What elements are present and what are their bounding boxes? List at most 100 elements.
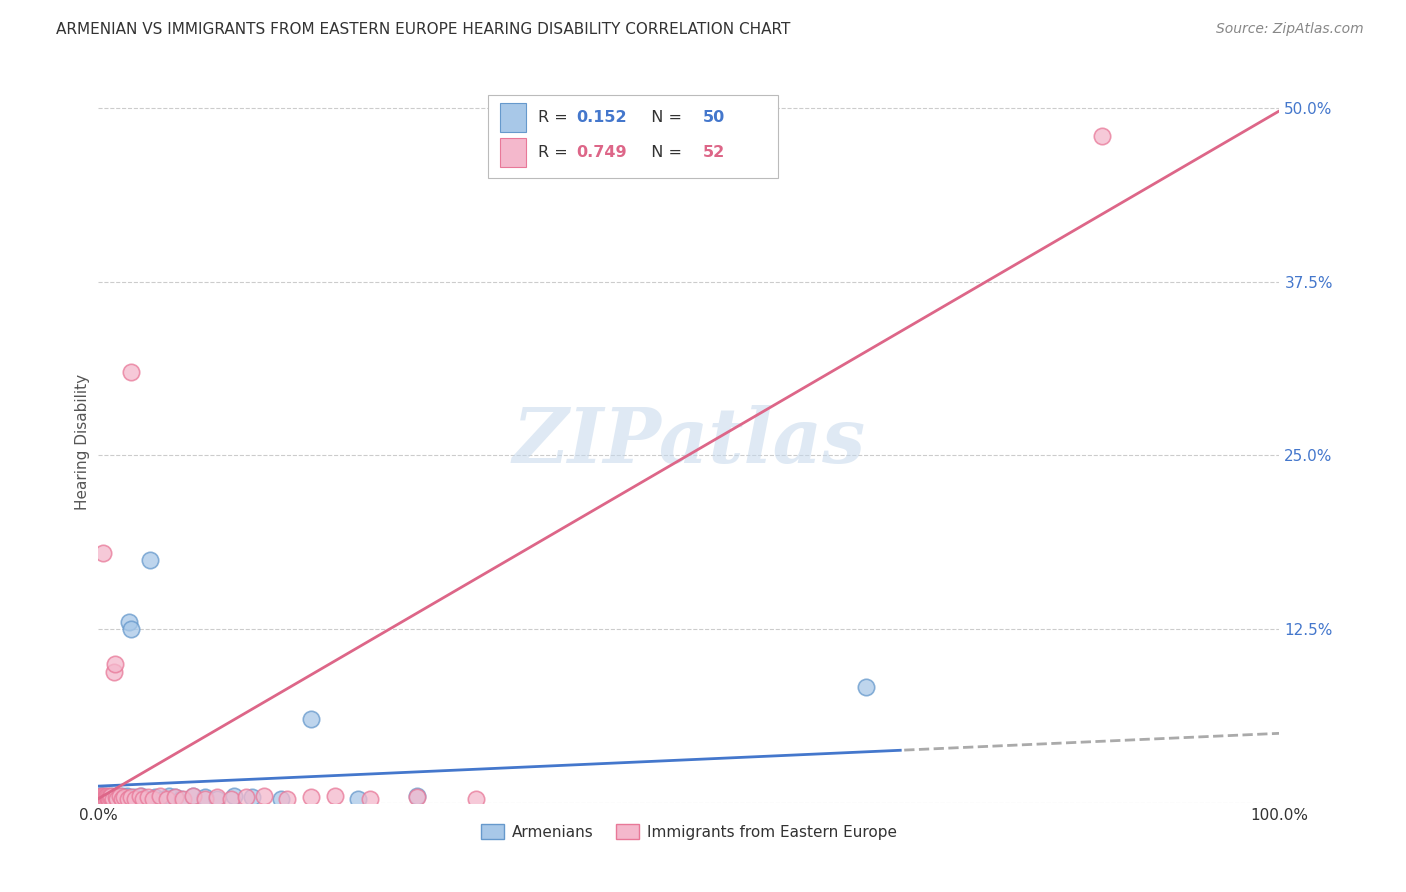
Point xyxy=(94,791,117,805)
Point xyxy=(149,789,172,803)
Legend: Armenians, Immigrants from Eastern Europe: Armenians, Immigrants from Eastern Europ… xyxy=(475,818,903,846)
Text: R =: R = xyxy=(537,111,572,126)
Point xyxy=(104,791,127,805)
Point xyxy=(105,790,128,805)
Text: 0.749: 0.749 xyxy=(576,145,627,160)
Point xyxy=(98,790,121,805)
Text: 50: 50 xyxy=(703,111,725,126)
Point xyxy=(121,790,143,805)
Point xyxy=(181,789,204,803)
Point xyxy=(170,791,193,805)
Point xyxy=(94,790,117,805)
Point xyxy=(91,791,114,805)
Text: ZIPatlas: ZIPatlas xyxy=(512,405,866,478)
Point xyxy=(100,789,122,803)
Point xyxy=(90,789,112,803)
Point xyxy=(97,790,120,805)
Point xyxy=(127,791,149,805)
Point xyxy=(165,790,187,805)
Point xyxy=(93,790,115,805)
Point xyxy=(359,791,381,805)
Text: R =: R = xyxy=(537,145,572,160)
Point xyxy=(89,790,111,805)
FancyBboxPatch shape xyxy=(501,103,526,132)
Point xyxy=(205,790,228,805)
Point xyxy=(143,790,166,805)
Point xyxy=(91,790,114,805)
Text: Source: ZipAtlas.com: Source: ZipAtlas.com xyxy=(1216,22,1364,37)
Point xyxy=(108,791,131,805)
Point xyxy=(181,789,204,803)
Text: ARMENIAN VS IMMIGRANTS FROM EASTERN EUROPE HEARING DISABILITY CORRELATION CHART: ARMENIAN VS IMMIGRANTS FROM EASTERN EURO… xyxy=(56,22,790,37)
Point xyxy=(105,790,128,805)
Point xyxy=(91,789,114,803)
Point xyxy=(97,790,120,805)
FancyBboxPatch shape xyxy=(501,138,526,167)
Point xyxy=(132,791,155,805)
Point xyxy=(253,789,276,803)
Point xyxy=(323,789,346,803)
Point xyxy=(98,791,121,805)
Point xyxy=(94,790,117,805)
Point xyxy=(96,789,118,803)
Point xyxy=(152,791,174,805)
Point xyxy=(112,790,135,805)
Point xyxy=(172,791,194,805)
Point xyxy=(347,791,370,805)
Text: 0.152: 0.152 xyxy=(576,111,627,126)
Point xyxy=(142,791,165,805)
Point xyxy=(91,791,114,805)
Point xyxy=(135,791,157,805)
Point xyxy=(94,791,117,805)
Point xyxy=(112,791,135,805)
Point xyxy=(121,622,143,636)
Point xyxy=(96,791,118,805)
Point xyxy=(93,789,115,803)
Point xyxy=(128,789,150,803)
Point xyxy=(103,790,125,805)
Point xyxy=(89,791,111,805)
Point xyxy=(194,790,217,805)
Point xyxy=(101,791,124,805)
Point xyxy=(111,791,134,805)
Point xyxy=(117,791,139,805)
Point xyxy=(219,791,242,805)
Point xyxy=(299,790,322,805)
Point xyxy=(270,791,292,805)
Point xyxy=(97,791,120,805)
Point xyxy=(118,615,141,630)
Text: 52: 52 xyxy=(703,145,725,160)
Point xyxy=(406,790,429,805)
Point xyxy=(93,791,115,805)
Point xyxy=(165,790,187,805)
Point xyxy=(91,789,114,803)
Point xyxy=(97,791,120,805)
Point xyxy=(105,791,128,805)
Point xyxy=(406,789,429,803)
Point xyxy=(124,791,146,805)
Point xyxy=(101,791,124,805)
Point xyxy=(91,546,114,560)
Point xyxy=(90,790,112,805)
Text: N =: N = xyxy=(641,145,686,160)
Point xyxy=(235,790,257,805)
Point xyxy=(96,789,118,803)
Point xyxy=(104,657,127,671)
Point xyxy=(139,552,162,566)
Point xyxy=(276,791,298,805)
Y-axis label: Hearing Disability: Hearing Disability xyxy=(75,374,90,509)
Point xyxy=(129,789,152,803)
Point xyxy=(91,790,114,805)
Point xyxy=(465,791,488,805)
FancyBboxPatch shape xyxy=(488,95,778,178)
Point xyxy=(156,791,179,805)
Point xyxy=(91,791,114,805)
Point xyxy=(1091,128,1114,143)
Point xyxy=(136,790,159,805)
Point xyxy=(91,791,114,805)
Point xyxy=(98,791,121,805)
Point xyxy=(100,789,122,803)
Point xyxy=(115,789,138,803)
Point xyxy=(299,713,322,727)
Point xyxy=(122,790,145,805)
